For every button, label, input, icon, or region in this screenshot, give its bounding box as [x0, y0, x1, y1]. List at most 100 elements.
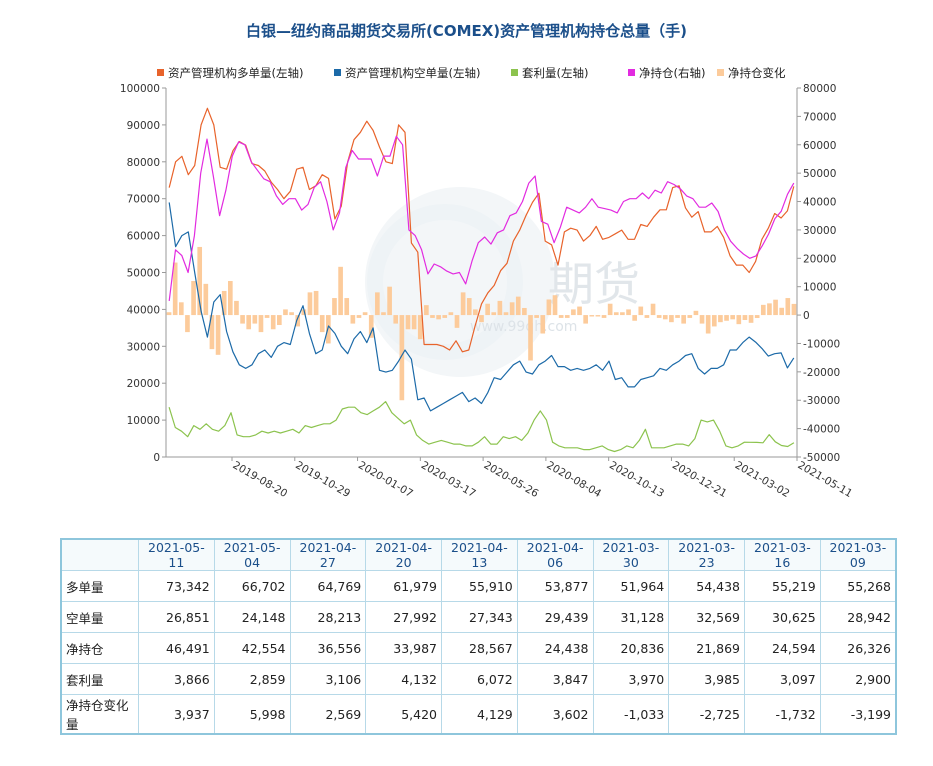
watermark-url: www.99qh.com	[470, 319, 577, 335]
bar-net-change	[552, 295, 558, 316]
right-axis-tick-label: -40000	[803, 424, 840, 436]
table-row-label: 套利量	[60, 663, 139, 695]
table-cell: -3,199	[819, 694, 897, 735]
table-cell: 2,569	[289, 694, 367, 735]
table-cell: 3,866	[138, 663, 215, 695]
bar-net-change	[172, 262, 178, 316]
bar-net-change	[185, 315, 190, 333]
table-date-header: 2021-05-11	[138, 538, 215, 571]
bar-net-change	[558, 315, 564, 318]
bar-net-change	[497, 300, 503, 316]
table-date-header: 2021-04-13	[441, 538, 518, 571]
table-cell: 31,128	[592, 601, 670, 633]
bar-net-change	[620, 312, 625, 316]
bar-net-change	[564, 315, 570, 318]
bar-net-change	[203, 283, 209, 316]
x-axis-tick-label: 2020-10-13	[607, 459, 666, 500]
bar-net-change	[417, 315, 423, 340]
table-header-row: 2021-05-11 2021-05-04 2021-04-27 2021-04-20…	[60, 538, 897, 571]
bar-net-change	[405, 315, 411, 330]
table-corner-cell	[60, 538, 139, 571]
table-row-label: 净持仓变化量	[60, 694, 139, 735]
bar-net-change	[424, 305, 429, 316]
bar-net-change	[773, 299, 778, 316]
table-cell: 24,594	[744, 632, 821, 664]
bar-net-change	[215, 315, 221, 355]
bar-net-change	[607, 303, 613, 316]
x-axis-tick-label: 2021-03-02	[733, 459, 792, 500]
bar-net-change	[307, 292, 313, 316]
table-cell: 3,937	[138, 694, 215, 735]
legend-swatch	[628, 69, 635, 76]
bar-net-change	[754, 315, 760, 319]
table-body: 多单量 73,342 66,702 64,769 61,979 55,910 53,877 5…	[60, 570, 897, 735]
bar-net-change	[178, 302, 184, 316]
series-line-1	[168, 202, 795, 412]
table-cell: 24,148	[213, 601, 291, 633]
series-line-0	[168, 107, 795, 353]
left-axis-tick-label: 0	[153, 452, 160, 464]
table-cell: 55,219	[744, 570, 821, 602]
bar-net-change	[613, 312, 619, 316]
bar-net-change	[393, 315, 399, 324]
bar-net-change	[258, 315, 264, 333]
bar-net-change	[399, 315, 405, 401]
table-cell: 32,569	[668, 601, 745, 633]
watermark: 期货 www.99qh.com	[365, 187, 640, 377]
table-cell: 6,072	[441, 663, 518, 695]
table-row: 净持仓变化量 3,937 5,998 2,569 5,420 4,129 3,602 -1,0…	[60, 694, 897, 735]
chart-area: 期货 www.99qh.com 0 10000 20000 30000 40000 50000…	[120, 66, 854, 500]
left-axis-tick-label: 50000	[127, 268, 160, 280]
table-cell: 3,847	[516, 663, 594, 695]
legend-swatch	[334, 69, 341, 76]
table-cell: 4,129	[441, 694, 518, 735]
right-axis-tick-label: 20000	[803, 253, 836, 265]
series-bars-net-change	[166, 246, 797, 401]
table-cell: 46,491	[138, 632, 215, 664]
bar-net-change	[736, 315, 742, 325]
table-cell: 27,343	[441, 601, 518, 633]
bar-net-change	[669, 315, 674, 323]
x-axis-tick-label: 2020-12-21	[670, 459, 729, 500]
table-cell: 36,556	[289, 632, 367, 664]
bar-net-change	[344, 298, 350, 316]
table-cell: -2,725	[668, 694, 745, 735]
left-axis-tick-label: 30000	[127, 341, 160, 353]
x-axis-tick-label: 2019-08-20	[231, 459, 290, 500]
series-line-2	[168, 401, 795, 453]
legend-label: 净持仓变化	[728, 66, 786, 80]
left-axis-tick-label: 100000	[120, 83, 160, 95]
table-cell: 73,342	[138, 570, 215, 602]
bar-net-change	[522, 307, 527, 316]
table-cell: 53,877	[516, 570, 594, 602]
table-cell: 42,554	[213, 632, 291, 664]
table-cell: -1,732	[744, 694, 821, 735]
watermark-logo-ring	[367, 204, 523, 360]
bar-net-change	[191, 281, 196, 316]
table-cell: 55,910	[441, 570, 518, 602]
table-cell: 28,942	[819, 601, 897, 633]
table-row-label: 净持仓	[60, 632, 139, 664]
bar-net-change	[528, 315, 533, 361]
right-axis-tick-label: -20000	[803, 367, 840, 379]
bar-net-change	[375, 292, 380, 316]
bar-net-change	[534, 315, 539, 318]
bar-net-change	[785, 298, 791, 316]
right-axis-tick-label: -50000	[803, 452, 840, 464]
bar-net-change	[601, 315, 607, 318]
bar-net-change	[687, 315, 693, 318]
bar-net-change	[681, 315, 686, 324]
bar-net-change	[313, 290, 319, 316]
bar-net-change	[503, 312, 509, 316]
table-row: 净持仓 46,491 42,554 36,556 33,987 28,567 24,438 2…	[60, 632, 897, 664]
bar-net-change	[270, 315, 276, 330]
bar-net-change	[295, 315, 301, 327]
legend-swatch	[717, 69, 724, 76]
x-axis-tick-label: 2020-05-26	[482, 459, 541, 500]
bar-net-change	[326, 315, 331, 344]
bar-net-change	[479, 315, 484, 323]
bar-net-change	[350, 315, 356, 324]
table-date-header: 2021-04-27	[289, 538, 367, 571]
bar-net-change	[197, 246, 203, 316]
data-table: 2021-05-11 2021-05-04 2021-04-27 2021-04-20…	[60, 538, 897, 735]
